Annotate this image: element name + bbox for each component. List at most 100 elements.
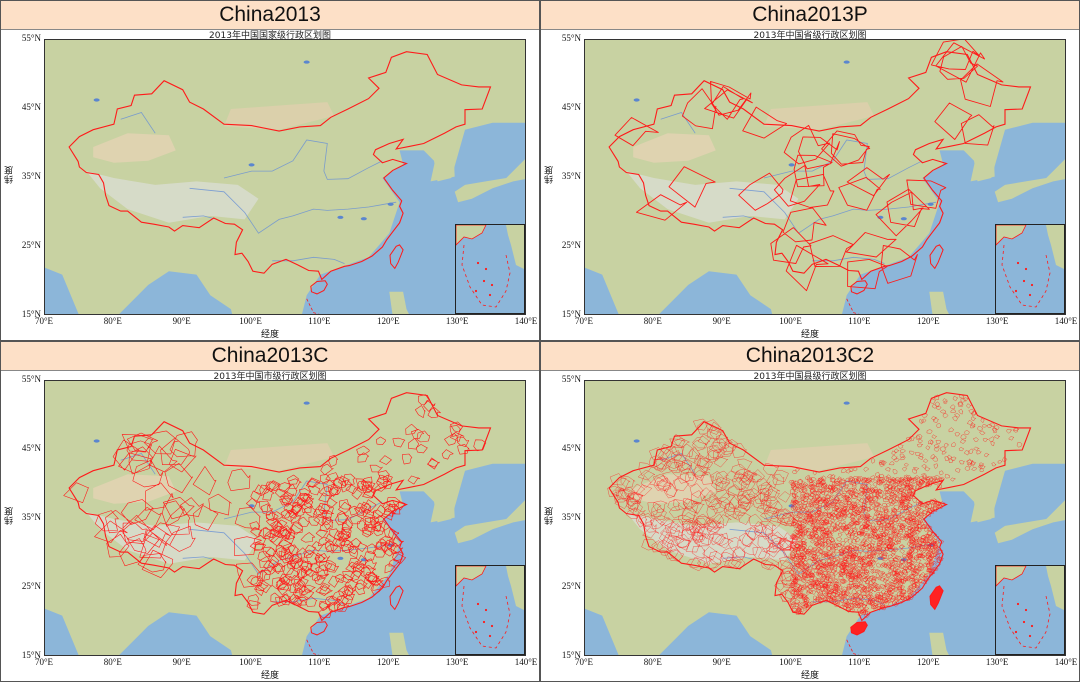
y-tick-label: 45°N <box>561 443 581 453</box>
x-tick-label: 80°E <box>103 657 122 667</box>
maritime-line <box>846 298 860 314</box>
map-panel-county: China2013C2 2013年中国县级行政区划图 纬度 55°N 45°N 35… <box>540 341 1080 682</box>
y-tick-label: 55°N <box>561 33 581 43</box>
landmass <box>45 40 525 314</box>
neighbor-land <box>970 494 995 523</box>
inset-island <box>476 602 480 606</box>
y-tick-label: 45°N <box>561 102 581 112</box>
x-axis-title: 经度 <box>260 330 279 340</box>
desert-shade <box>764 443 875 471</box>
x-tick-label: 90°E <box>172 316 191 326</box>
island-boundary <box>389 585 404 611</box>
x-tick-label: 90°E <box>712 657 731 667</box>
south-sea-inset <box>455 224 525 314</box>
inset-land <box>506 566 524 610</box>
river-line <box>272 256 345 264</box>
inset-island <box>1030 624 1034 628</box>
inset-land <box>456 225 487 246</box>
inset-island <box>1028 634 1032 638</box>
inset-maritime-line <box>1001 244 1051 308</box>
y-tick-label: 15°N <box>561 650 581 660</box>
country-boundary <box>68 392 492 622</box>
map-canvas <box>44 380 526 656</box>
x-axis-title: 经度 <box>260 671 279 681</box>
map-panel-province: China2013P 2013年中国省级行政区划图 纬度 55°N 45°N 35°… <box>540 0 1080 341</box>
y-tick-label: 35°N <box>21 512 41 522</box>
lake <box>337 556 344 560</box>
panel-title: China2013C2 <box>541 342 1079 371</box>
south-sea-inset <box>995 224 1065 314</box>
y-tick-label: 25°N <box>21 581 41 591</box>
inset-land <box>996 566 1027 587</box>
x-tick-label: 110°E <box>308 657 331 667</box>
inset-maritime-line <box>461 244 511 308</box>
island-boundary <box>310 280 328 295</box>
island-boundary <box>850 621 868 636</box>
country-boundary <box>68 51 492 281</box>
lake <box>633 439 640 443</box>
x-tick-label: 80°E <box>643 316 662 326</box>
panel-title: China2013 <box>1 1 539 30</box>
y-tick-label: 35°N <box>561 512 581 522</box>
inset-land <box>996 225 1027 246</box>
river-line <box>729 187 937 234</box>
inset-island <box>1022 279 1026 283</box>
map-subtitle: 2013年中国国家级行政区划图 <box>209 31 331 41</box>
maritime-line <box>306 639 320 655</box>
island-boundary <box>310 621 328 636</box>
maritime-line <box>846 639 860 655</box>
lake <box>633 98 640 102</box>
map-canvas <box>44 39 526 315</box>
x-tick-label: 100°E <box>779 316 802 326</box>
neighbor-land <box>994 159 1065 203</box>
inset-island <box>1022 620 1026 624</box>
x-tick-label: 140°E <box>1054 316 1078 326</box>
lake <box>843 401 850 405</box>
inset-island <box>1014 630 1018 634</box>
island-boundary <box>389 244 404 270</box>
inset-land <box>506 225 524 269</box>
lake <box>900 217 907 221</box>
y-tick-label: 45°N <box>21 443 41 453</box>
x-axis-title: 经度 <box>800 671 819 681</box>
island-boundary <box>929 244 944 270</box>
x-tick-label: 140°E <box>514 657 538 667</box>
river-line <box>812 256 885 264</box>
inset-island <box>1014 289 1018 293</box>
map-subtitle: 2013年中国省级行政区划图 <box>753 31 867 41</box>
map-canvas <box>584 39 1066 315</box>
admin-boundaries <box>607 394 1023 618</box>
inset-island <box>490 624 494 628</box>
lake <box>248 163 255 167</box>
inset-island <box>484 608 488 612</box>
x-tick-label: 120°E <box>376 657 400 667</box>
desert-shade <box>224 443 335 471</box>
country-boundary <box>608 392 1032 622</box>
lake <box>303 60 310 64</box>
x-tick-label: 120°E <box>916 657 940 667</box>
y-tick-label: 55°N <box>21 33 41 43</box>
y-tick-label: 25°N <box>21 240 41 250</box>
river-line <box>763 139 923 180</box>
inset-island <box>474 630 478 634</box>
y-tick-label: 25°N <box>561 581 581 591</box>
desert-shade <box>93 133 176 163</box>
inset-island <box>1016 261 1020 265</box>
y-tick-label: 25°N <box>561 240 581 250</box>
plateau-shade <box>86 171 259 223</box>
map-canvas <box>584 380 1066 656</box>
x-tick-label: 100°E <box>239 657 262 667</box>
inset-maritime-line <box>1001 585 1051 649</box>
x-tick-label: 100°E <box>779 657 802 667</box>
panel-title: China2013C <box>1 342 539 371</box>
island-boundary <box>850 280 868 295</box>
map-panel-country: China2013 2013年中国国家级行政区划图 纬度 55°N 45°N 35°… <box>0 0 540 341</box>
lake <box>337 215 344 219</box>
lake <box>927 202 934 206</box>
x-axis-title: 经度 <box>800 330 819 340</box>
river-line <box>189 187 397 234</box>
inset-island <box>1030 283 1034 287</box>
basemap-svg <box>45 40 525 314</box>
south-sea-inset <box>995 565 1065 655</box>
